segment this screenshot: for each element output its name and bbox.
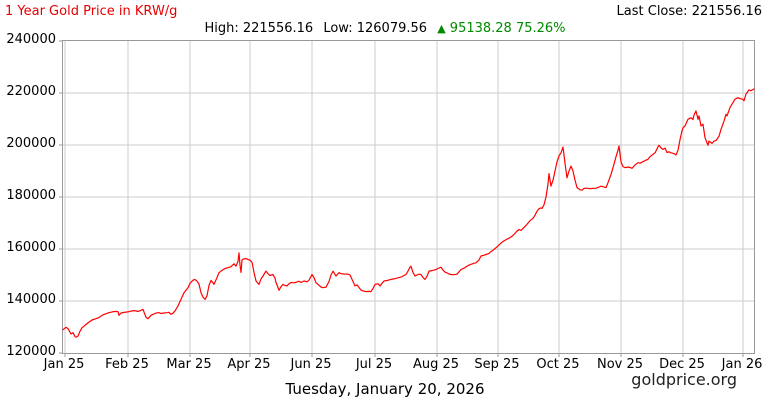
x-axis-label: Apr 25 <box>227 357 271 372</box>
y-axis-label: 200000 <box>6 136 56 151</box>
low-label: Low: <box>323 21 353 36</box>
y-axis-label: 180000 <box>6 188 56 203</box>
x-axis-label: Mar 25 <box>166 357 212 372</box>
x-axis-label: Oct 25 <box>536 357 580 372</box>
chart-date: Tuesday, January 20, 2026 <box>285 380 485 398</box>
x-axis-label: Aug 25 <box>412 357 460 372</box>
x-axis-label: Sep 25 <box>474 357 520 372</box>
x-axis-label: Feb 25 <box>105 357 149 372</box>
high-label: High: <box>204 21 239 36</box>
x-axis-label: Jun 25 <box>290 357 332 372</box>
last-close-label: Last Close: <box>616 4 688 19</box>
y-axis-label: 140000 <box>6 292 56 307</box>
low-value: 126079.56 <box>356 21 428 36</box>
y-axis-label: 240000 <box>6 32 56 47</box>
last-close: Last Close: 221556.16 <box>617 4 762 19</box>
y-axis-label: 220000 <box>6 84 56 99</box>
x-axis-label: Nov 25 <box>596 357 644 372</box>
price-line <box>62 88 755 338</box>
up-arrow-icon: ▲ <box>437 22 446 35</box>
high-value: 221556.16 <box>242 21 314 36</box>
plot-area: goldprice.org <box>59 40 755 389</box>
x-axis-label: Dec 25 <box>659 357 705 372</box>
last-close-value: 221556.16 <box>691 4 762 19</box>
y-axis-label: 160000 <box>6 240 56 255</box>
change-percent: 75.26% <box>515 21 566 36</box>
high-low-row: High: 221556.16 Low: 126079.56 ▲ 95138.2… <box>0 21 770 36</box>
x-axis-label: Jan 25 <box>43 357 85 372</box>
y-axis-label: 120000 <box>6 344 56 359</box>
price-line-chart <box>59 40 755 357</box>
chart-title: 1 Year Gold Price in KRW/g <box>5 4 178 19</box>
goldprice-watermark: goldprice.org <box>631 370 737 389</box>
x-axis-label: Jul 25 <box>355 357 393 372</box>
change-value: 95138.28 <box>449 21 512 36</box>
x-axis-label: Jan 26 <box>721 357 763 372</box>
